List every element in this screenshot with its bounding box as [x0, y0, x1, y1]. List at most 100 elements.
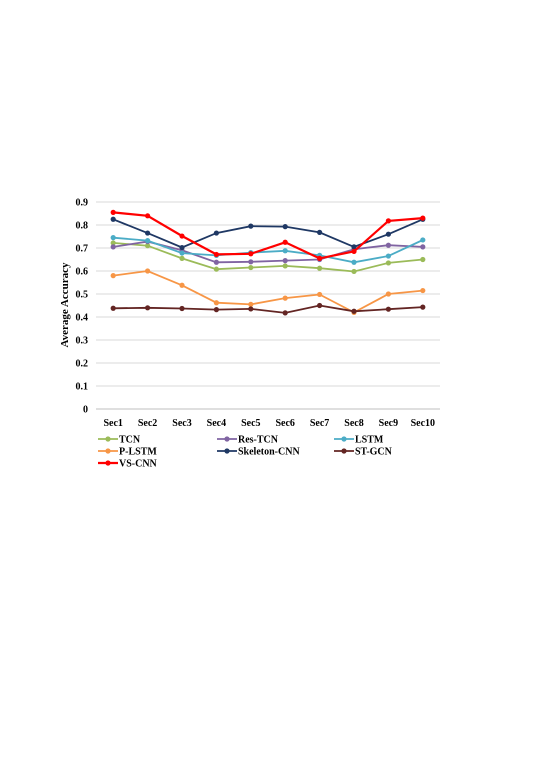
series-vs-cnn [110, 209, 426, 261]
data-point-skeleton-cnn [282, 224, 288, 230]
legend-label: LSTM [355, 435, 384, 446]
y-tick-label: 0.9 [76, 198, 89, 209]
legend-item-st-gcn: ST-GCN [334, 447, 393, 458]
x-tick-label: Sec3 [172, 418, 191, 429]
data-point-tcn [317, 265, 323, 271]
data-point-tcn [213, 266, 219, 272]
x-tick-label: Sec8 [344, 418, 363, 429]
legend-label: VS-CNN [119, 459, 158, 470]
data-point-tcn [282, 263, 288, 269]
data-point-res-tcn [110, 244, 116, 250]
x-tick-label: Sec7 [310, 418, 329, 429]
y-tick-label: 0 [83, 405, 88, 416]
data-point-vs-cnn [385, 218, 391, 224]
series-tcn [110, 240, 426, 275]
series-line-st-gcn [113, 304, 423, 314]
data-point-res-tcn [420, 244, 426, 250]
series-lines [110, 209, 426, 316]
data-point-st-gcn [110, 305, 116, 311]
data-point-tcn [351, 268, 357, 275]
data-point-st-gcn [179, 305, 185, 312]
data-point-p-lstm [282, 295, 288, 301]
data-point-vs-cnn [110, 209, 116, 215]
data-point-p-lstm [248, 301, 254, 307]
x-tick-label: Sec10 [411, 418, 435, 429]
data-point-skeleton-cnn [351, 244, 357, 250]
x-axis-tick-labels: Sec1 Sec2 Sec3 Sec4 Sec5 Sec6 Sec7 Sec8 Sec9 Sec1… [103, 418, 435, 429]
data-point-p-lstm [385, 291, 391, 297]
data-point-skeleton-cnn [145, 230, 151, 236]
data-point-st-gcn [282, 310, 288, 316]
legend-item-p-lstm: P-LSTM [98, 447, 157, 458]
legend-label: P-LSTM [119, 447, 157, 458]
x-tick-label: Sec6 [275, 418, 294, 429]
data-point-skeleton-cnn [213, 230, 219, 236]
data-point-p-lstm [213, 300, 219, 306]
legend-marker [105, 460, 111, 466]
data-point-skeleton-cnn [385, 231, 391, 237]
legend-label: Res-TCN [238, 435, 279, 446]
data-point-skeleton-cnn [317, 229, 323, 235]
legend-marker [224, 448, 230, 454]
series-line-p-lstm [113, 270, 423, 314]
data-point-skeleton-cnn [179, 244, 185, 251]
data-point-tcn [420, 256, 426, 263]
series-line-skeleton-cnn [112, 218, 424, 249]
data-point-st-gcn [213, 307, 219, 313]
data-point-res-tcn [213, 259, 219, 265]
series-line-tcn [113, 242, 423, 273]
legend-item-vs-cnn: VS-CNN [98, 459, 158, 470]
data-point-st-gcn [420, 304, 426, 310]
data-point-tcn [248, 264, 254, 271]
legend-marker [105, 436, 111, 442]
data-point-vs-cnn [145, 213, 151, 219]
data-point-vs-cnn [248, 251, 254, 257]
data-point-st-gcn [351, 308, 357, 314]
legend-item-skeleton-cnn: Skeleton-CNN [217, 447, 300, 458]
data-point-skeleton-cnn [110, 216, 116, 222]
x-tick-label: Sec2 [138, 418, 157, 429]
legend-marker [341, 436, 347, 442]
legend-marker [224, 436, 230, 442]
data-point-lstm [420, 237, 426, 243]
data-point-vs-cnn [351, 248, 357, 255]
data-point-tcn [145, 243, 151, 249]
data-point-p-lstm [145, 268, 151, 274]
data-point-tcn [385, 260, 391, 266]
data-point-p-lstm [317, 291, 323, 298]
y-tick-label: 0.7 [76, 244, 89, 255]
legend-marker [341, 448, 347, 454]
y-axis-tick-labels: 0 0.1 0.2 0.3 0.4 0.5 0.6 0.7 0.8 0.9 [76, 198, 89, 416]
series-st-gcn [110, 302, 426, 316]
data-point-vs-cnn [179, 233, 185, 239]
data-point-lstm [110, 235, 116, 241]
data-point-st-gcn [145, 305, 151, 311]
data-point-res-tcn [248, 259, 254, 265]
legend-item-lstm: LSTM [334, 435, 384, 446]
data-point-lstm [145, 238, 151, 244]
x-tick-label: Sec5 [241, 418, 260, 429]
data-point-res-tcn [385, 242, 391, 248]
data-point-skeleton-cnn [248, 223, 254, 229]
data-point-p-lstm [110, 273, 116, 279]
x-tick-label: Sec1 [103, 418, 122, 429]
y-tick-label: 0.5 [76, 290, 89, 301]
y-axis-title: Average Accuracy [59, 262, 71, 348]
legend-label: TCN [119, 435, 141, 446]
data-point-p-lstm [179, 282, 185, 288]
series-line-vs-cnn [113, 211, 423, 260]
legend-label: Skeleton-CNN [238, 447, 300, 458]
data-point-st-gcn [385, 306, 391, 312]
data-point-vs-cnn [282, 239, 288, 245]
x-tick-label: Sec4 [207, 418, 226, 429]
legend-label: ST-GCN [355, 447, 393, 458]
data-point-tcn [110, 240, 116, 246]
x-tick-label: Sec9 [379, 418, 398, 429]
data-point-vs-cnn [213, 251, 219, 258]
series-line-lstm [113, 236, 424, 264]
data-point-lstm [385, 253, 391, 259]
gridlines [96, 201, 440, 410]
data-point-st-gcn [248, 306, 254, 312]
data-point-res-tcn [282, 258, 288, 264]
